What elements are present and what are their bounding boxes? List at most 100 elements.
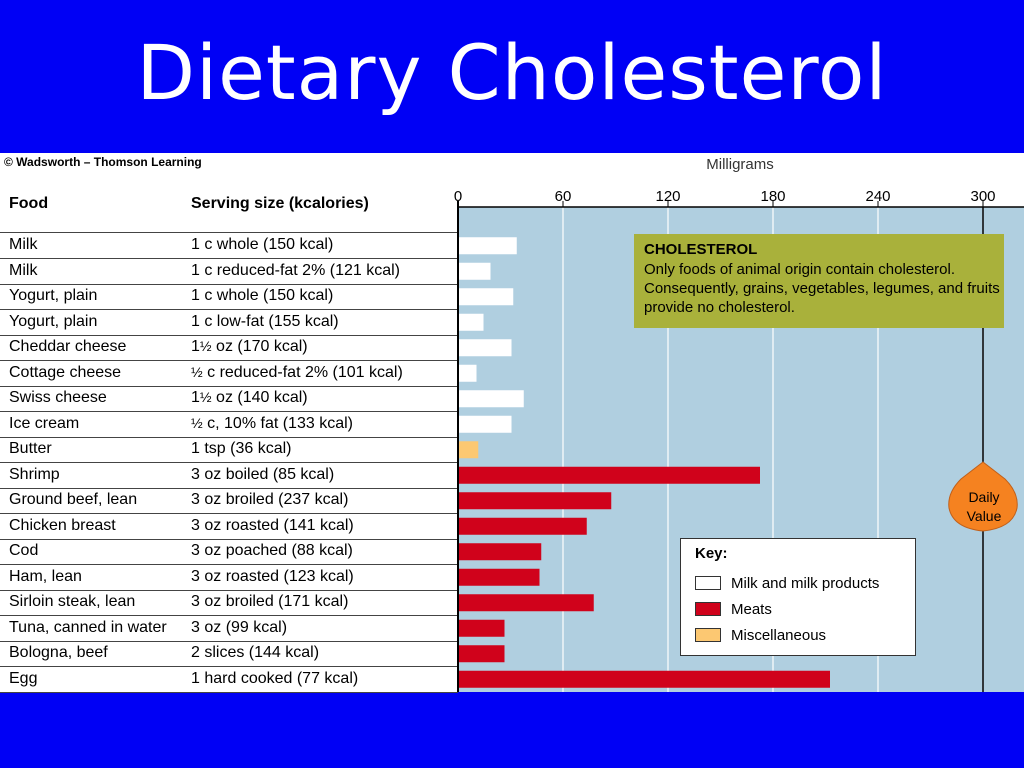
- x-tick-label: 300: [970, 188, 995, 205]
- table-row: Cheddar cheese 1½ oz (170 kcal): [0, 335, 458, 361]
- daily-value-label-line-2: Value: [966, 508, 1002, 524]
- food-name: Cheddar cheese: [9, 338, 127, 355]
- bar: [459, 670, 830, 688]
- bar: [459, 288, 514, 306]
- serving-column-header: Serving size (kcalories): [191, 195, 369, 212]
- serving-size: 3 oz (99 kcal): [191, 618, 288, 636]
- serving-fraction: ½: [199, 338, 212, 354]
- legend-label-meat: Meats: [731, 601, 772, 618]
- food-name: Ice cream: [9, 414, 80, 432]
- table-row: Egg 1 hard cooked (77 kcal): [0, 667, 458, 693]
- table-row: Cod 3 oz poached (88 kcal): [0, 539, 458, 565]
- table-row: Butter 1 tsp (36 kcal): [0, 437, 458, 463]
- x-tick-label: 240: [865, 188, 890, 205]
- slide-title: Dietary Cholesterol: [136, 28, 888, 117]
- serving-size: 3 oz broiled (171 kcal): [191, 593, 349, 610]
- x-tick-label: 120: [655, 188, 680, 205]
- table-row: Cottage cheese ½ c reduced-fat 2% (101 kc…: [0, 361, 458, 387]
- bar: [459, 517, 587, 535]
- bar: [459, 313, 484, 331]
- food-name: Butter: [9, 440, 52, 457]
- bar: [459, 568, 540, 586]
- bar: [459, 262, 491, 280]
- serving-size: 3 oz poached (88 kcal): [191, 542, 353, 559]
- food-name: Milk: [9, 236, 38, 253]
- copyright: © Wadsworth – Thomson Learning: [4, 155, 202, 169]
- serving-whole: 1: [191, 338, 200, 355]
- header-rule: [0, 232, 458, 233]
- table-row: Shrimp 3 oz boiled (85 kcal): [0, 463, 458, 489]
- serving-size: 1½ oz (170 kcal): [191, 338, 308, 356]
- food-name: Cottage cheese: [9, 363, 122, 381]
- bar: [459, 645, 505, 663]
- bar: [459, 364, 477, 382]
- note-title: CHOLESTEROL: [644, 241, 758, 258]
- serving-size: 1 c low-fat (155 kcal): [191, 312, 339, 330]
- serving-whole: 1: [191, 389, 200, 406]
- daily-value-marker: [948, 461, 1018, 532]
- daily-value-label-line-1: Daily: [968, 489, 1000, 505]
- bar: [459, 415, 512, 433]
- serving-size: 2 slices (144 kcal): [191, 644, 320, 661]
- food-name: Tuna, canned in water: [9, 618, 167, 636]
- serving-size: 1 tsp (36 kcal): [191, 440, 292, 457]
- legend-swatch-meat: [695, 602, 721, 617]
- serving-size: 3 oz roasted (141 kcal): [191, 516, 354, 534]
- table-row: Milk 1 c whole (150 kcal): [0, 233, 458, 259]
- bar: [459, 237, 517, 255]
- legend-swatch-misc: [695, 628, 721, 643]
- serving-size: ½ c, 10% fat (133 kcal): [191, 415, 353, 433]
- legend-item-meat: Meats: [695, 601, 772, 618]
- bar: [459, 339, 512, 357]
- legend: Key: Milk and milk products Meats Miscel…: [680, 538, 916, 656]
- food-name: Chicken breast: [9, 516, 116, 534]
- note-text: Only foods of animal origin contain chol…: [644, 261, 1000, 316]
- table-row: Yogurt, plain 1 c whole (150 kcal): [0, 284, 458, 310]
- serving-fraction: ½: [191, 363, 203, 380]
- legend-label-milk: Milk and milk products: [731, 575, 880, 592]
- legend-label-misc: Miscellaneous: [731, 627, 827, 644]
- food-name: Bologna, beef: [9, 644, 108, 661]
- bar: [459, 543, 542, 561]
- food-name: Milk: [9, 261, 38, 279]
- bar: [459, 390, 524, 408]
- table-row: Swiss cheese 1½ oz (140 kcal): [0, 386, 458, 412]
- serving-rest: oz (140 kcal): [211, 389, 308, 406]
- x-tick-label: 180: [760, 188, 785, 205]
- legend-swatch-milk: [695, 576, 721, 591]
- food-name: Sirloin steak, lean: [9, 593, 136, 610]
- serving-size: 1 c whole (150 kcal): [191, 236, 334, 253]
- serving-rest: c reduced-fat 2% (101 kcal): [202, 363, 403, 381]
- table-row: Ice cream ½ c, 10% fat (133 kcal): [0, 412, 458, 438]
- serving-size: 3 oz roasted (123 kcal): [191, 567, 354, 585]
- food-name: Ham, lean: [9, 567, 82, 585]
- serving-rest: c, 10% fat (133 kcal): [202, 414, 353, 432]
- x-tick-label: 60: [555, 188, 572, 205]
- food-name: Ground beef, lean: [9, 491, 138, 508]
- legend-title: Key:: [695, 545, 728, 562]
- daily-value-label: Daily Value: [948, 488, 1020, 526]
- serving-size: ½ c reduced-fat 2% (101 kcal): [191, 364, 403, 382]
- serving-size: 3 oz broiled (237 kcal): [191, 491, 349, 508]
- table-row: Ground beef, lean 3 oz broiled (237 kcal): [0, 488, 458, 514]
- serving-size: 1 c reduced-fat 2% (121 kcal): [191, 261, 400, 279]
- legend-item-misc: Miscellaneous: [695, 627, 826, 644]
- x-tick-label: 0: [454, 188, 462, 205]
- table-row: Chicken breast 3 oz roasted (141 kcal): [0, 514, 458, 540]
- bar: [459, 619, 505, 637]
- legend-item-milk: Milk and milk products: [695, 575, 879, 592]
- table-row: Yogurt, plain 1 c low-fat (155 kcal): [0, 310, 458, 336]
- serving-size: 3 oz boiled (85 kcal): [191, 465, 335, 483]
- table-row: Sirloin steak, lean 3 oz broiled (171 kca…: [0, 590, 458, 616]
- bar: [459, 594, 594, 612]
- bar: [459, 466, 760, 484]
- serving-size: 1 c whole (150 kcal): [191, 287, 334, 304]
- food-name: Yogurt, plain: [9, 287, 98, 304]
- bar: [459, 492, 612, 510]
- food-name: Swiss cheese: [9, 389, 107, 406]
- title-bar: Dietary Cholesterol: [0, 0, 1024, 153]
- food-name: Shrimp: [9, 465, 60, 483]
- serving-rest: oz (170 kcal): [211, 338, 308, 355]
- serving-fraction: ½: [191, 414, 203, 431]
- table-row: Bologna, beef 2 slices (144 kcal): [0, 641, 458, 667]
